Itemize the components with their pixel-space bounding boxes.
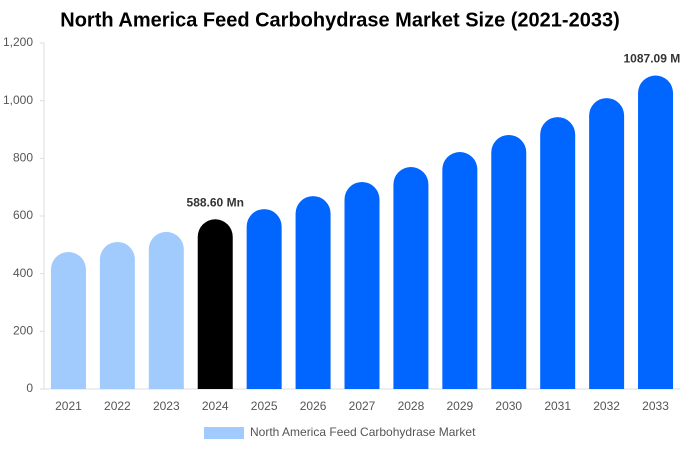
bar (344, 181, 380, 389)
y-tick-label: 800 (13, 151, 33, 165)
bar (246, 209, 282, 389)
x-tick-label: 2031 (544, 399, 571, 413)
bar (442, 151, 478, 389)
x-tick-label: 2023 (153, 399, 180, 413)
bar (540, 117, 576, 389)
x-tick-label: 2033 (642, 399, 669, 413)
x-tick-label: 2021 (55, 399, 82, 413)
legend-swatch (204, 427, 244, 439)
chart-title: North America Feed Carbohydrase Market S… (60, 9, 619, 31)
y-tick-label: 0 (26, 381, 33, 395)
bar (638, 75, 674, 389)
legend-label: North America Feed Carbohydrase Market (250, 425, 476, 439)
data-label: 1087.09 Mn (624, 52, 680, 66)
x-tick-label: 2028 (398, 399, 425, 413)
x-tick-label: 2024 (202, 399, 229, 413)
y-tick-label: 200 (13, 324, 33, 338)
x-tick-label: 2029 (446, 399, 473, 413)
data-label: 588.60 Mn (187, 195, 244, 209)
bar (393, 166, 429, 389)
y-tick-label: 1,000 (3, 93, 33, 107)
bar (491, 134, 527, 389)
bar (148, 231, 184, 389)
y-tick-label: 400 (13, 266, 33, 280)
bar (197, 219, 233, 389)
bar (295, 196, 331, 389)
x-tick-label: 2026 (300, 399, 327, 413)
x-tick-label: 2032 (593, 399, 620, 413)
x-tick-label: 2030 (495, 399, 522, 413)
y-tick-label: 1,200 (3, 35, 33, 49)
x-tick-label: 2025 (251, 399, 278, 413)
y-tick-label: 600 (13, 208, 33, 222)
x-tick-label: 2022 (104, 399, 131, 413)
bar (589, 98, 625, 390)
bar (99, 241, 135, 389)
x-tick-label: 2027 (349, 399, 376, 413)
bar (50, 252, 86, 389)
